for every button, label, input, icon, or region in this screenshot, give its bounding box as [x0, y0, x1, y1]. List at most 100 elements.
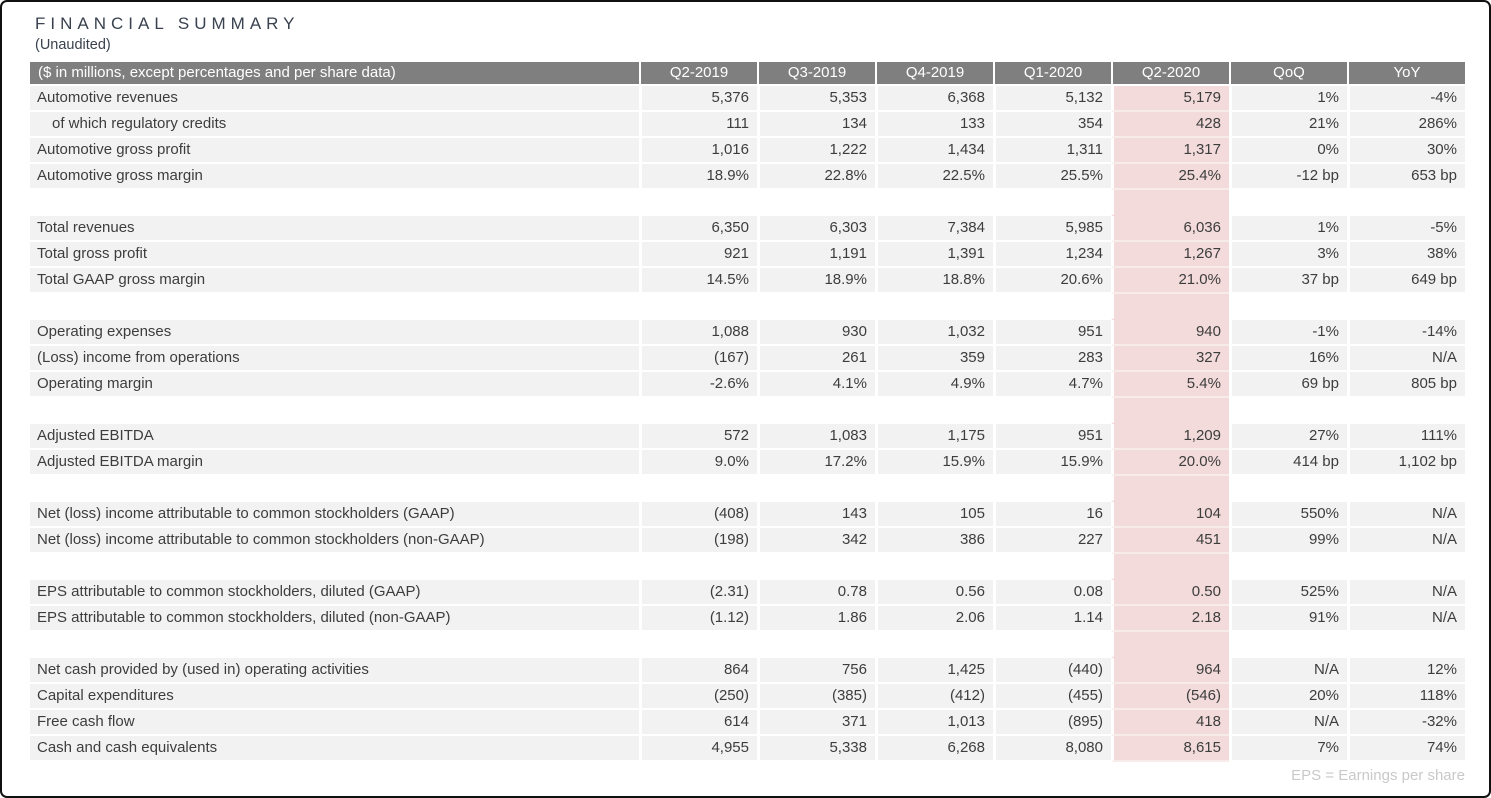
cell-q1-2020: 16 [993, 502, 1111, 528]
highlight-cell-q2-2020: 964 [1111, 658, 1229, 684]
spacer-cell [993, 554, 1111, 580]
table-row-automotive-gross-margin: Automotive gross margin 18.9% 22.8% 22.5% 25… [30, 164, 1465, 190]
spacer-cell [1347, 554, 1465, 580]
table-row-operating-margin: Operating margin -2.6% 4.1% 4.9% 4.7% 5.4% 69 … [30, 372, 1465, 398]
cell-yoy: 653 bp [1347, 164, 1465, 190]
cell-q1-2020: 227 [993, 528, 1111, 554]
spacer-cell [875, 554, 993, 580]
row-label: Net cash provided by (used in) operating… [30, 658, 639, 684]
table-row-total-gaap-gross-margin: Total GAAP gross margin 14.5% 18.9% 18.8% 20… [30, 268, 1465, 294]
spacer-cell [993, 476, 1111, 502]
cell-qoq: 27% [1229, 424, 1347, 450]
column-header-yoy: YoY [1347, 62, 1465, 86]
row-label: of which regulatory credits [30, 112, 639, 138]
cell-qoq: 1% [1229, 216, 1347, 242]
spacer-cell [993, 632, 1111, 658]
spacer-row [30, 632, 1465, 658]
spacer-cell [875, 190, 993, 216]
table-row-automotive-revenues: Automotive revenues 5,376 5,353 6,368 5,132 5… [30, 86, 1465, 112]
cell-yoy: 1,102 bp [1347, 450, 1465, 476]
financial-summary-table: ($ in millions, except percentages and p… [30, 62, 1465, 762]
highlight-spacer-cell [1111, 632, 1229, 658]
cell-q3-2019: 143 [757, 502, 875, 528]
cell-q1-2020: 354 [993, 112, 1111, 138]
cell-q3-2019: 1,083 [757, 424, 875, 450]
cell-yoy: 118% [1347, 684, 1465, 710]
cell-q2-2019: 5,376 [639, 86, 757, 112]
cell-q2-2019: (250) [639, 684, 757, 710]
cell-q4-2019: 1,391 [875, 242, 993, 268]
cell-q2-2019: 4,955 [639, 736, 757, 762]
table-row-of-which-regulatory-credits: of which regulatory credits 111 134 133 354 4… [30, 112, 1465, 138]
cell-q1-2020: 1,234 [993, 242, 1111, 268]
spacer-cell [639, 190, 757, 216]
highlight-spacer-cell [1111, 554, 1229, 580]
cell-q4-2019: 1,175 [875, 424, 993, 450]
cell-q2-2019: (408) [639, 502, 757, 528]
cell-q1-2020: (895) [993, 710, 1111, 736]
highlight-spacer-cell [1111, 294, 1229, 320]
spacer-cell [639, 476, 757, 502]
spacer-cell [30, 476, 639, 502]
highlight-cell-q2-2020: 0.50 [1111, 580, 1229, 606]
spacer-cell [1229, 554, 1347, 580]
cell-qoq: N/A [1229, 658, 1347, 684]
column-header-q2-2020: Q2-2020 [1111, 62, 1229, 86]
spacer-cell [1347, 632, 1465, 658]
cell-q4-2019: 18.8% [875, 268, 993, 294]
cell-qoq: 3% [1229, 242, 1347, 268]
cell-qoq: 20% [1229, 684, 1347, 710]
cell-q1-2020: 283 [993, 346, 1111, 372]
cell-q1-2020: (440) [993, 658, 1111, 684]
cell-q4-2019: 386 [875, 528, 993, 554]
table-header: ($ in millions, except percentages and p… [30, 62, 1465, 86]
cell-q3-2019: 756 [757, 658, 875, 684]
spacer-cell [757, 190, 875, 216]
spacer-cell [875, 294, 993, 320]
table-body: Automotive revenues 5,376 5,353 6,368 5,132 5… [30, 86, 1465, 762]
spacer-cell [639, 554, 757, 580]
cell-q2-2019: 1,088 [639, 320, 757, 346]
table-row-adjusted-ebitda-margin: Adjusted EBITDA margin 9.0% 17.2% 15.9% 15.9… [30, 450, 1465, 476]
cell-q3-2019: 1,191 [757, 242, 875, 268]
cell-q1-2020: 951 [993, 424, 1111, 450]
spacer-row [30, 294, 1465, 320]
cell-q4-2019: 1,425 [875, 658, 993, 684]
spacer-cell [639, 294, 757, 320]
column-header-qoq: QoQ [1229, 62, 1347, 86]
row-label: Net (loss) income attributable to common… [30, 528, 639, 554]
cell-yoy: -5% [1347, 216, 1465, 242]
cell-q3-2019: 5,338 [757, 736, 875, 762]
spacer-cell [875, 476, 993, 502]
table-row-total-revenues: Total revenues 6,350 6,303 7,384 5,985 6,036 1… [30, 216, 1465, 242]
cell-q4-2019: 6,268 [875, 736, 993, 762]
spacer-cell [30, 398, 639, 424]
cell-q1-2020: 1,311 [993, 138, 1111, 164]
cell-yoy: 38% [1347, 242, 1465, 268]
highlight-cell-q2-2020: 1,267 [1111, 242, 1229, 268]
cell-yoy: 12% [1347, 658, 1465, 684]
cell-q2-2019: 9.0% [639, 450, 757, 476]
cell-q4-2019: 1,032 [875, 320, 993, 346]
highlight-cell-q2-2020: 20.0% [1111, 450, 1229, 476]
cell-yoy: 649 bp [1347, 268, 1465, 294]
row-label: Automotive gross profit [30, 138, 639, 164]
spacer-cell [1347, 476, 1465, 502]
spacer-cell [1229, 476, 1347, 502]
highlight-cell-q2-2020: 6,036 [1111, 216, 1229, 242]
cell-yoy: 286% [1347, 112, 1465, 138]
cell-q1-2020: 5,132 [993, 86, 1111, 112]
spacer-cell [757, 554, 875, 580]
cell-qoq: 525% [1229, 580, 1347, 606]
highlight-cell-q2-2020: 451 [1111, 528, 1229, 554]
cell-yoy: 111% [1347, 424, 1465, 450]
column-header-q4-2019: Q4-2019 [875, 62, 993, 86]
highlight-cell-q2-2020: 104 [1111, 502, 1229, 528]
cell-q4-2019: 1,013 [875, 710, 993, 736]
spacer-cell [1347, 294, 1465, 320]
table-row-loss-income-from-operations: (Loss) income from operations (167) 261 359… [30, 346, 1465, 372]
cell-qoq: 0% [1229, 138, 1347, 164]
cell-q1-2020: 25.5% [993, 164, 1111, 190]
cell-q1-2020: 8,080 [993, 736, 1111, 762]
spacer-cell [30, 294, 639, 320]
